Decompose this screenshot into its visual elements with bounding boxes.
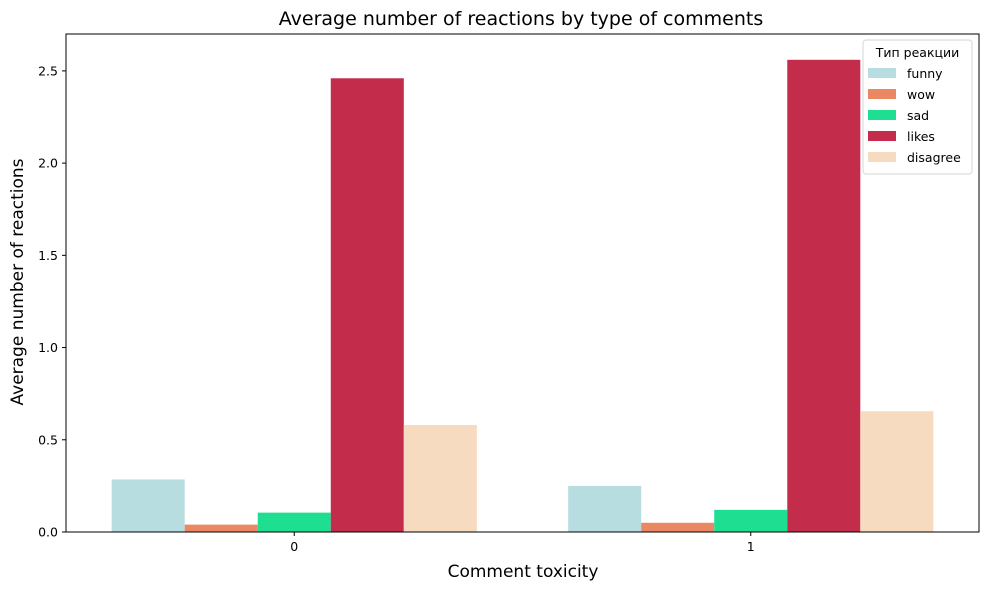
- legend-label-funny: funny: [907, 66, 943, 81]
- legend-swatch-disagree: [868, 152, 896, 162]
- bar-likes-0: [330, 78, 404, 533]
- legend-label-likes: likes: [907, 129, 935, 144]
- legend-swatch-likes: [868, 131, 896, 141]
- y-tick-label: 0.5: [38, 432, 58, 447]
- legend-swatch-wow: [868, 89, 896, 99]
- bar-wow-1: [641, 522, 715, 532]
- legend-swatch-sad: [868, 110, 896, 120]
- legend-title: Тип реакции: [875, 45, 960, 60]
- bar-disagree-0: [403, 425, 477, 532]
- legend-swatch-funny: [868, 68, 896, 78]
- legend-label-sad: sad: [907, 108, 929, 123]
- y-tick-label: 1.0: [38, 340, 58, 355]
- x-tick-label: 0: [290, 539, 298, 554]
- y-tick-label: 2.0: [38, 156, 58, 171]
- legend-label-wow: wow: [907, 87, 935, 102]
- y-tick-label: 2.5: [38, 63, 58, 78]
- bars-group: [111, 59, 934, 533]
- bar-sad-0: [257, 512, 331, 532]
- x-axis-label: Comment toxicity: [448, 562, 599, 582]
- bar-disagree-1: [860, 411, 934, 532]
- plot-frame: [65, 33, 980, 533]
- bar-likes-1: [787, 59, 861, 532]
- y-tick-label: 0.0: [38, 525, 58, 540]
- bar-sad-1: [714, 509, 788, 532]
- legend-label-disagree: disagree: [907, 150, 961, 165]
- x-tick-label: 1: [747, 539, 755, 554]
- y-axis-label: Average number of reactions: [8, 158, 28, 405]
- bar-funny-0: [111, 479, 185, 532]
- y-tick-label: 1.5: [38, 248, 58, 263]
- bar-funny-1: [568, 485, 642, 532]
- bar-wow-0: [184, 524, 258, 532]
- legend: Тип реакции funny wow sad likes disagree: [862, 39, 973, 175]
- y-ticks: 0.0 0.5 1.0 1.5 2.0 2.5: [38, 63, 66, 540]
- chart-title: Average number of reactions by type of c…: [279, 8, 763, 30]
